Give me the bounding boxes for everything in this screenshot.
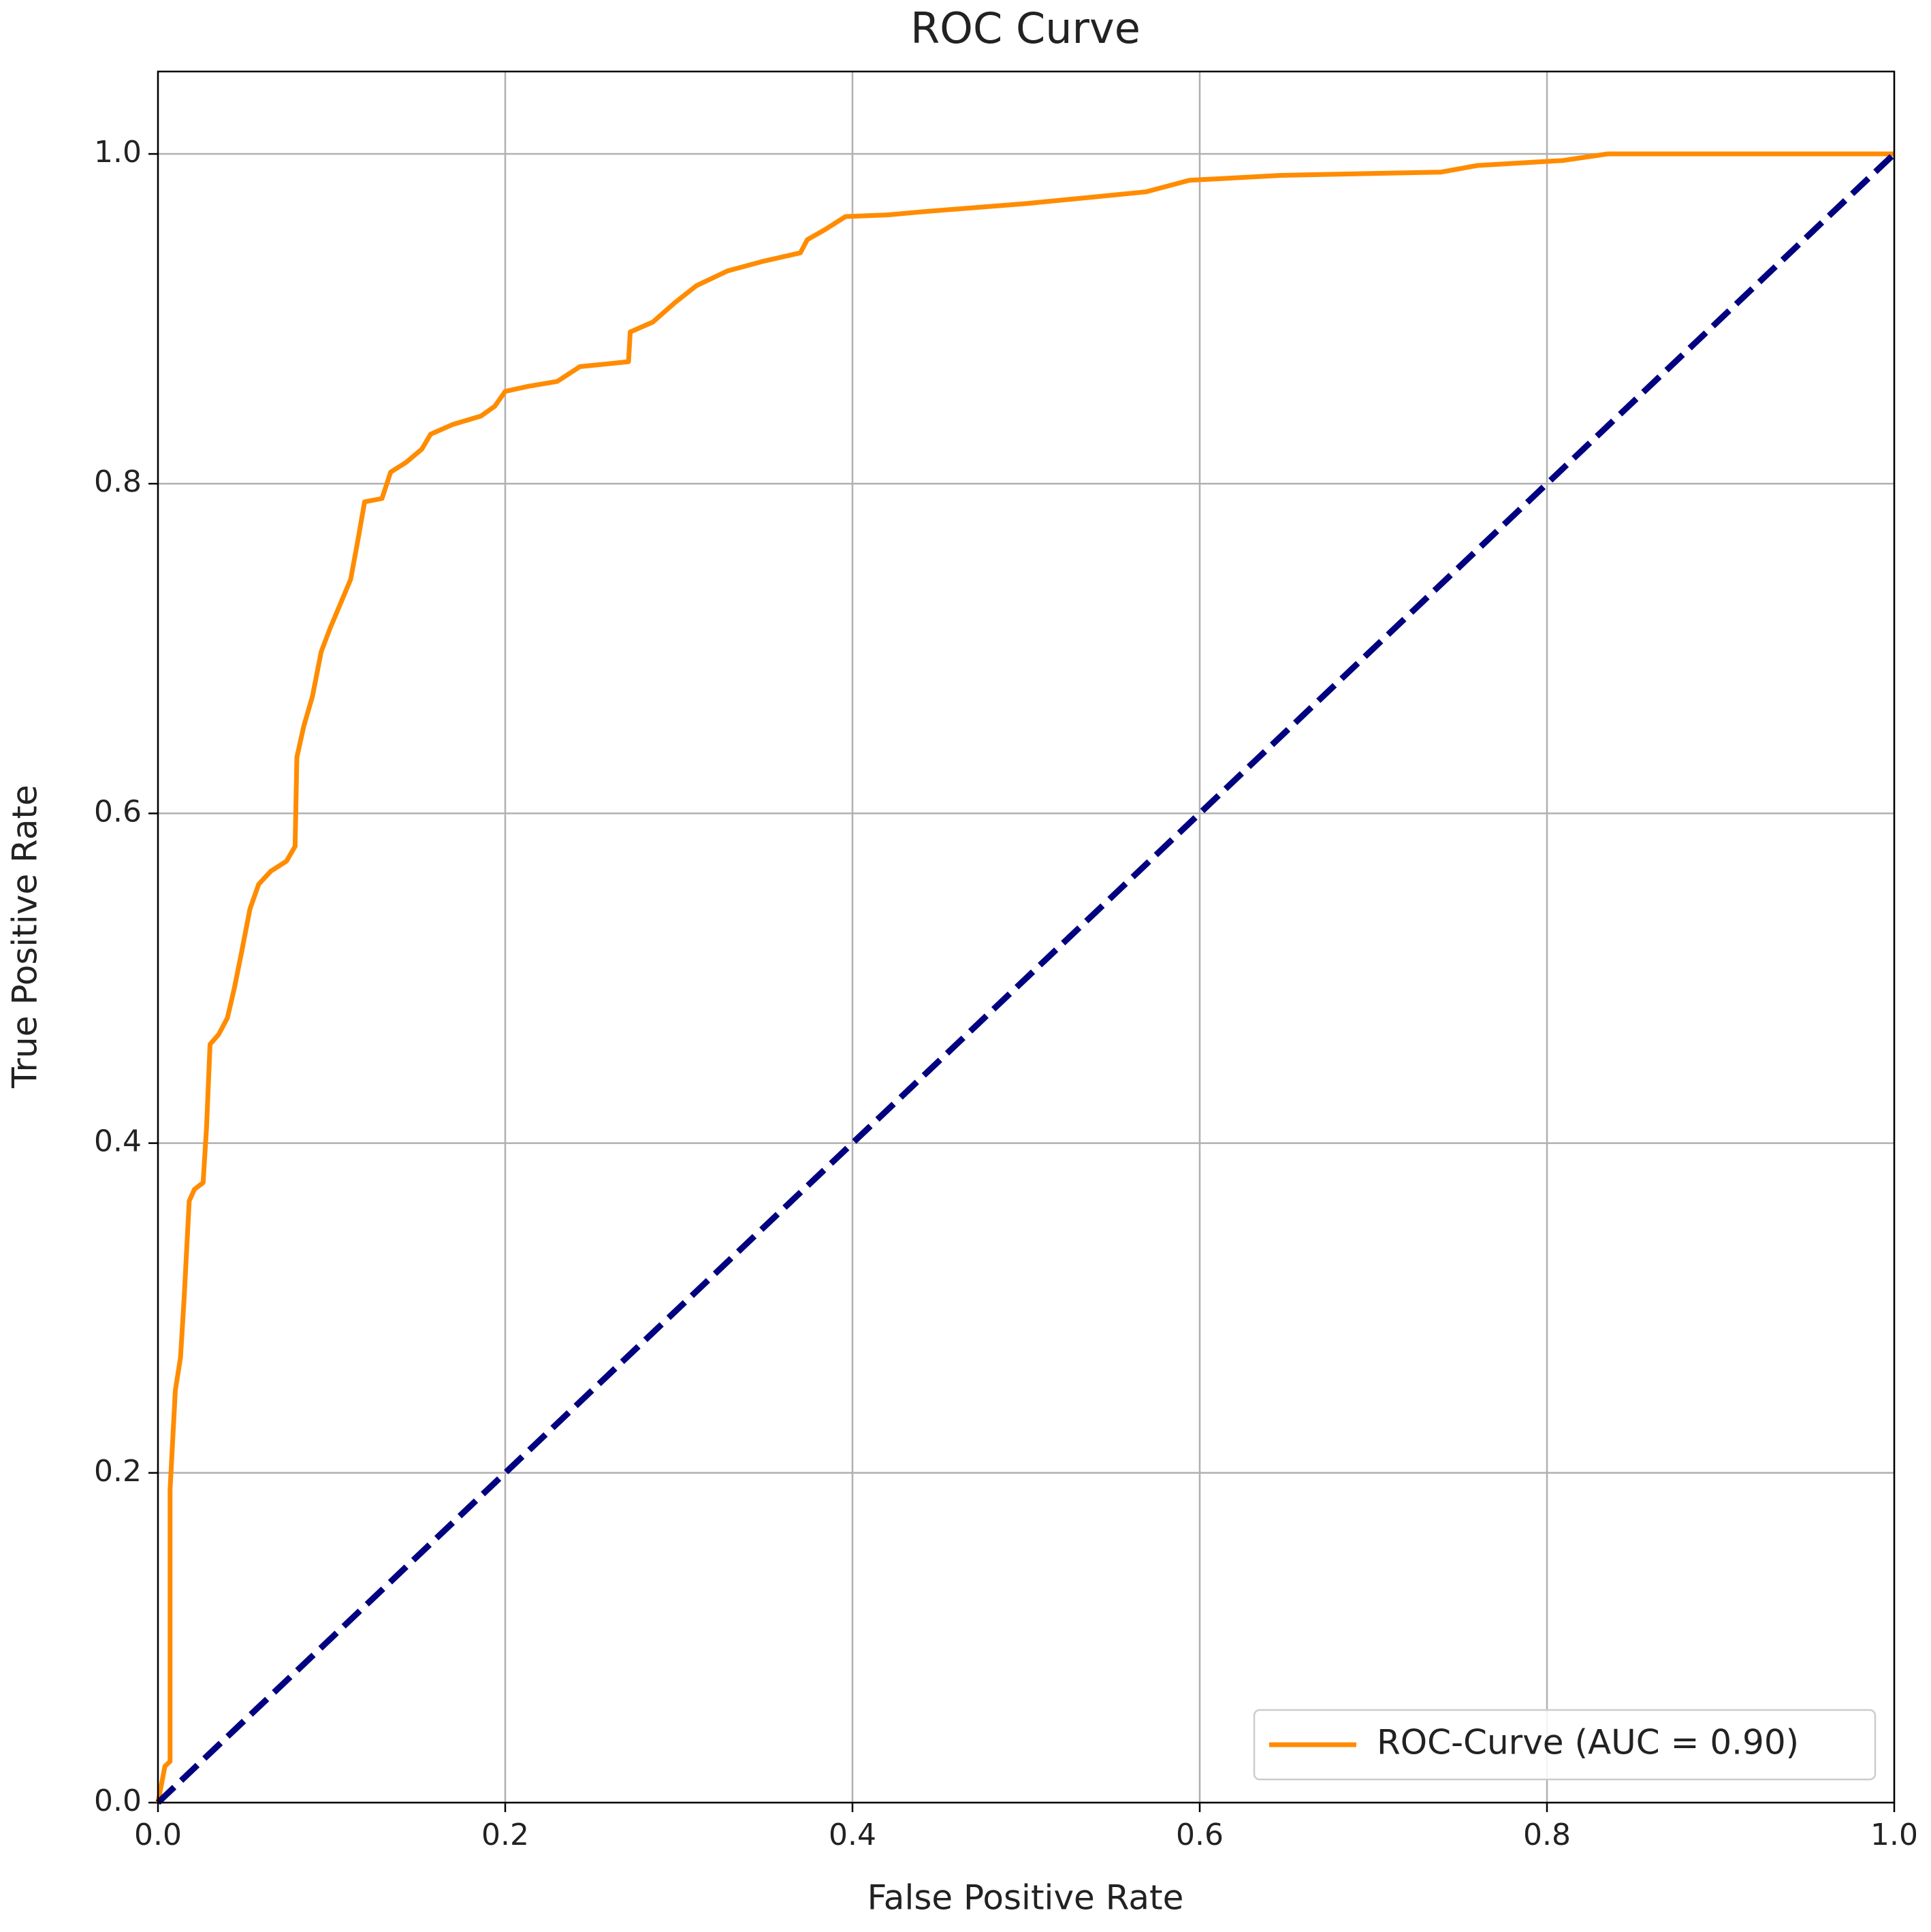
- y-tick-label: 0.0: [94, 1784, 142, 1818]
- x-axis-label: False Positive Rate: [867, 1878, 1184, 1918]
- x-tick-label: 0.2: [481, 1818, 529, 1852]
- plot-frame: [157, 70, 1896, 1804]
- legend-label: ROC-Curve (AUC = 0.90): [1377, 1723, 1799, 1762]
- reference-line: [155, 151, 1897, 1805]
- legend-box: [1253, 1709, 1877, 1781]
- roc-line: [155, 151, 1894, 1803]
- x-tick-label: 1.0: [1870, 1818, 1918, 1852]
- y-tick-label: 0.2: [94, 1454, 142, 1489]
- y-tick-label: 1.0: [94, 135, 142, 170]
- x-tick-label: 0.6: [1176, 1818, 1224, 1852]
- y-axis-label: True Positive Rate: [5, 785, 45, 1088]
- x-tick-label: 0.4: [829, 1818, 876, 1852]
- x-tick-label: 0.8: [1523, 1818, 1571, 1852]
- y-tick-label: 0.6: [94, 794, 142, 829]
- chart-title: ROC Curve: [910, 3, 1140, 53]
- y-tick-label: 0.8: [94, 464, 142, 499]
- x-tick-label: 0.0: [134, 1818, 182, 1852]
- y-tick-label: 0.4: [94, 1124, 142, 1159]
